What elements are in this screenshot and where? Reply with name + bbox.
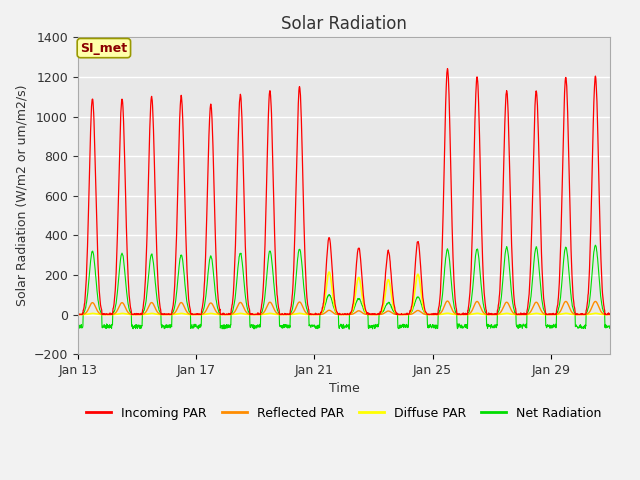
Diffuse PAR xyxy=(74,312,81,317)
Reflected PAR xyxy=(218,312,226,317)
Y-axis label: Solar Radiation (W/m2 or um/m2/s): Solar Radiation (W/m2 or um/m2/s) xyxy=(15,85,28,306)
Net Radiation xyxy=(636,325,640,331)
Reflected PAR xyxy=(391,312,399,317)
Text: SI_met: SI_met xyxy=(80,42,127,55)
Net Radiation xyxy=(391,311,399,317)
Net Radiation xyxy=(625,275,632,281)
X-axis label: Time: Time xyxy=(328,383,359,396)
Diffuse PAR xyxy=(539,312,547,317)
Line: Incoming PAR: Incoming PAR xyxy=(77,69,639,314)
Incoming PAR xyxy=(333,309,340,315)
Net Radiation xyxy=(218,326,226,332)
Incoming PAR xyxy=(636,312,640,317)
Incoming PAR xyxy=(218,312,226,317)
Reflected PAR xyxy=(636,312,640,317)
Incoming PAR xyxy=(74,312,81,317)
Line: Net Radiation: Net Radiation xyxy=(77,245,639,329)
Net Radiation xyxy=(333,311,340,316)
Net Radiation xyxy=(93,288,101,294)
Net Radiation xyxy=(74,324,81,330)
Reflected PAR xyxy=(444,298,451,304)
Diffuse PAR xyxy=(325,269,333,275)
Diffuse PAR xyxy=(625,311,632,317)
Reflected PAR xyxy=(539,310,547,316)
Incoming PAR xyxy=(625,173,632,179)
Incoming PAR xyxy=(539,287,547,292)
Incoming PAR xyxy=(93,233,101,239)
Net Radiation xyxy=(591,242,599,248)
Incoming PAR xyxy=(391,305,399,311)
Reflected PAR xyxy=(625,304,632,310)
Legend: Incoming PAR, Reflected PAR, Diffuse PAR, Net Radiation: Incoming PAR, Reflected PAR, Diffuse PAR… xyxy=(81,402,607,424)
Reflected PAR xyxy=(333,312,340,317)
Reflected PAR xyxy=(93,307,101,313)
Title: Solar Radiation: Solar Radiation xyxy=(281,15,407,33)
Diffuse PAR xyxy=(333,311,341,316)
Diffuse PAR xyxy=(93,311,101,317)
Net Radiation xyxy=(346,326,353,332)
Diffuse PAR xyxy=(391,309,399,315)
Line: Reflected PAR: Reflected PAR xyxy=(77,301,639,314)
Diffuse PAR xyxy=(218,312,226,317)
Diffuse PAR xyxy=(636,312,640,317)
Net Radiation xyxy=(539,304,547,310)
Line: Diffuse PAR: Diffuse PAR xyxy=(77,272,639,314)
Reflected PAR xyxy=(74,312,81,317)
Incoming PAR xyxy=(444,66,451,72)
